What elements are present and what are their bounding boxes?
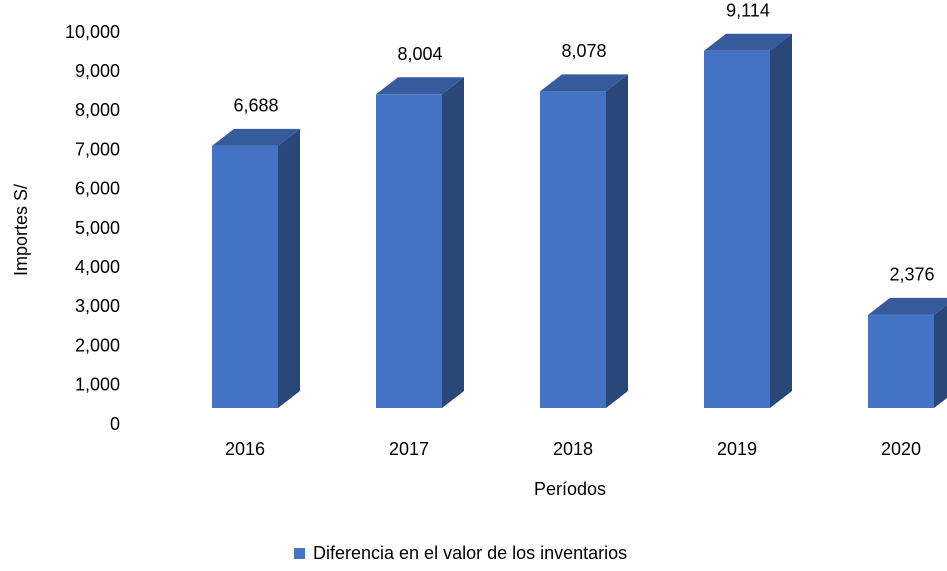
data-label: 8,004 [397, 44, 442, 64]
bar-front [704, 50, 770, 408]
bar-top [212, 128, 300, 146]
y-tick-label: 6,000 [75, 179, 120, 199]
bar-side [770, 33, 792, 408]
data-label: 6,688 [233, 96, 278, 116]
y-tick-label: 3,000 [75, 296, 120, 316]
legend-swatch [294, 548, 305, 559]
bar-side [934, 304, 947, 408]
y-tick-label: 10,000 [65, 22, 120, 42]
bar [704, 33, 792, 408]
bar-side [606, 74, 628, 408]
y-tick-label: 5,000 [75, 218, 120, 238]
x-tick-label: 2020 [881, 439, 921, 459]
bar [212, 128, 300, 409]
bar-top [868, 297, 947, 315]
bar [540, 74, 628, 408]
bar-side [278, 128, 300, 409]
y-axis-label: Importes S/ [11, 184, 31, 276]
y-tick-label: 9,000 [75, 61, 120, 81]
x-tick-label: 2017 [389, 439, 429, 459]
bar-front [868, 314, 934, 408]
y-tick-label: 0 [110, 414, 120, 434]
bar-front [212, 145, 278, 409]
bar-top [704, 33, 792, 51]
x-axis-label: Períodos [534, 479, 606, 499]
x-tick-label: 2016 [225, 439, 265, 459]
y-tick-label: 7,000 [75, 139, 120, 159]
bar-front [540, 91, 606, 408]
x-tick-label: 2018 [553, 439, 593, 459]
bar-front [376, 94, 442, 409]
x-tick-label: 2019 [717, 439, 757, 459]
data-label: 8,078 [561, 41, 606, 61]
bar [376, 77, 464, 409]
y-tick-label: 8,000 [75, 100, 120, 120]
data-label: 9,114 [726, 0, 770, 20]
bar-top [376, 77, 464, 95]
data-label: 2,376 [889, 265, 934, 285]
legend-label: Diferencia en el valor de los inventario… [313, 543, 627, 563]
y-tick-label: 2,000 [75, 335, 120, 355]
y-tick-label: 1,000 [75, 375, 120, 395]
bar [868, 297, 947, 408]
bar-side [442, 77, 464, 409]
bar-top [540, 74, 628, 92]
y-tick-label: 4,000 [75, 257, 120, 277]
